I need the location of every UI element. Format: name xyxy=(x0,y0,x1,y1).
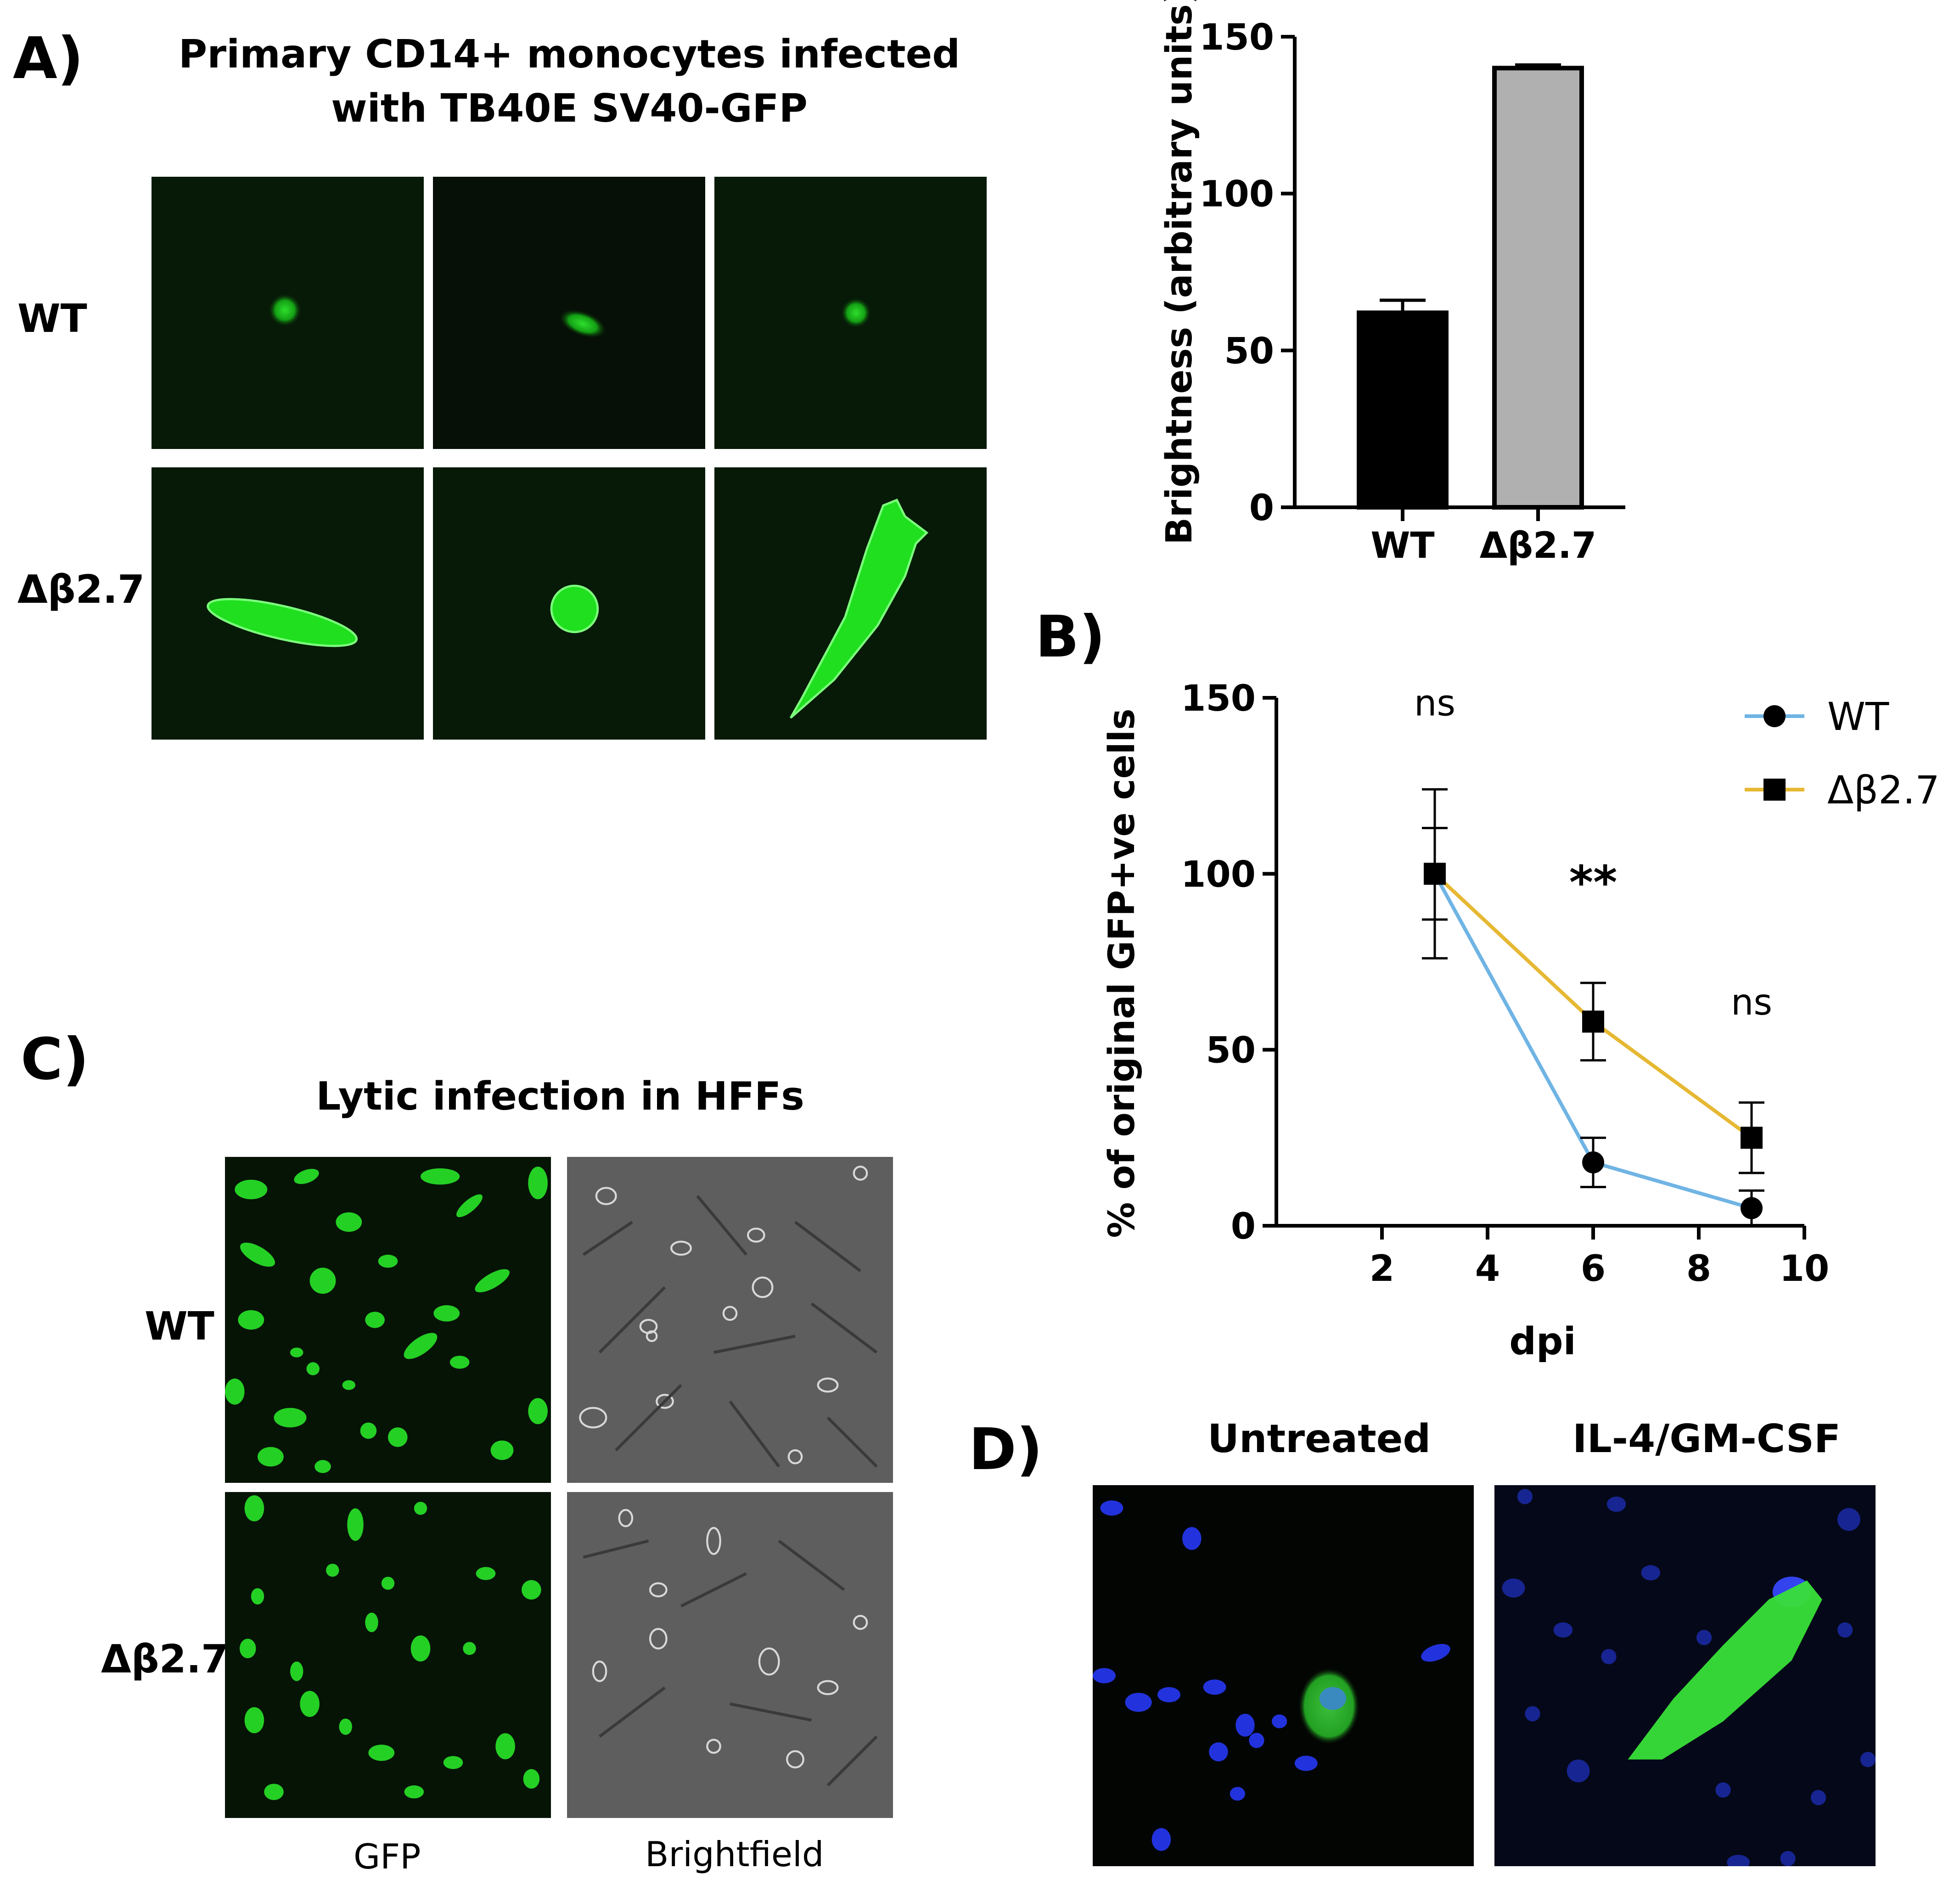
panel-b-label: B) xyxy=(1035,604,1106,670)
panel-a-title-line2: with TB40E SV40-GFP xyxy=(331,86,808,131)
panel-c-col-brightfield-label: Brightfield xyxy=(645,1834,824,1874)
micrograph-a-wt-1 xyxy=(152,177,424,449)
panel-a-row-mut-label: Δβ2.7 xyxy=(17,567,145,612)
micrograph-c-mut-brightfield xyxy=(567,1492,893,1818)
line-x-tick-label: 10 xyxy=(1780,1248,1830,1290)
bar-y-tick-label: 100 xyxy=(1199,174,1274,215)
bar-category-label: Δβ2.7 xyxy=(1480,525,1596,567)
legend-marker-mut xyxy=(1763,779,1786,801)
line-significance-annotation: ns xyxy=(1731,982,1772,1023)
panel-c-row-wt-label: WT xyxy=(145,1304,214,1349)
panel-a-row-wt-label: WT xyxy=(17,296,87,342)
line-chart-plot: 0 50 100 150 2 4 6 8 10 ns ** ns WT Δβ2.7 xyxy=(1181,678,1940,1290)
line-point-mut xyxy=(1582,1010,1604,1033)
legend-label-wt: WT xyxy=(1827,694,1889,739)
micrograph-a-mut-3 xyxy=(714,467,987,740)
line-significance-annotation: ** xyxy=(1569,856,1617,909)
line-x-tick-label: 2 xyxy=(1370,1248,1394,1290)
panel-c-col-gfp-label: GFP xyxy=(354,1836,421,1877)
micrograph-c-wt-gfp xyxy=(225,1157,551,1483)
panel-d-col-untreated-label: Untreated xyxy=(1207,1416,1431,1462)
micrograph-d-untreated xyxy=(1093,1485,1474,1866)
legend-label-mut: Δβ2.7 xyxy=(1827,768,1940,813)
bar-y-tick-label: 50 xyxy=(1224,331,1274,372)
bar-mut xyxy=(1492,66,1584,510)
line-point-mut xyxy=(1741,1127,1763,1149)
line-chart-ylabel: % of original GFP+ve cells xyxy=(1101,708,1143,1238)
panel-c-title: Lytic infection in HFFs xyxy=(316,1074,804,1119)
line-x-tick-label: 4 xyxy=(1475,1248,1500,1290)
micrograph-c-wt-brightfield xyxy=(567,1157,893,1483)
survival-line-chart: 0 50 100 150 2 4 6 8 10 ns ** ns WT Δβ2.7 % of origin… xyxy=(1101,678,1940,1363)
line-y-tick-label: 0 xyxy=(1231,1206,1256,1247)
panel-c-row-mut-label: Δβ2.7 xyxy=(101,1637,229,1682)
panel-a-title-line1: Primary CD14+ monocytes infected xyxy=(178,32,960,77)
panel-a-title: Primary CD14+ monocytes infected with TB… xyxy=(152,28,987,136)
line-point-wt xyxy=(1741,1197,1763,1219)
line-x-tick-label: 6 xyxy=(1581,1248,1606,1290)
legend-marker-wt xyxy=(1763,705,1786,727)
line-chart-xlabel: dpi xyxy=(1509,1320,1576,1363)
line-y-tick-label: 100 xyxy=(1181,854,1256,895)
panel-d-label: D) xyxy=(969,1416,1043,1483)
line-point-mut xyxy=(1424,863,1446,885)
brightness-bar-chart: 0 50 100 150 WT Δβ2.7 Brightness (arbitrary u… xyxy=(1159,0,1625,567)
bar-wt xyxy=(1357,310,1449,510)
micrograph-a-wt-2 xyxy=(433,177,705,449)
micrograph-a-mut-1 xyxy=(152,467,424,740)
micrograph-a-wt-3 xyxy=(714,177,987,449)
line-y-tick-label: 150 xyxy=(1181,678,1256,719)
line-significance-annotation: ns xyxy=(1414,683,1455,724)
bar-category-label: WT xyxy=(1370,525,1434,567)
panel-a-label: A) xyxy=(13,25,84,92)
micrograph-a-mut-2 xyxy=(433,467,705,740)
bar-y-tick-label: 150 xyxy=(1199,17,1274,58)
line-point-wt xyxy=(1582,1151,1604,1173)
line-y-tick-label: 50 xyxy=(1206,1030,1256,1072)
line-x-tick-label: 8 xyxy=(1686,1248,1711,1290)
panel-d-col-treated-label: IL-4/GM-CSF xyxy=(1572,1416,1841,1462)
panel-c-label: C) xyxy=(21,1026,89,1093)
bar-chart-ylabel: Brightness (arbitrary units) xyxy=(1159,0,1200,545)
micrograph-c-mut-gfp xyxy=(225,1492,551,1818)
micrograph-d-treated xyxy=(1494,1485,1876,1866)
bar-y-tick-label: 0 xyxy=(1249,488,1274,529)
bar-chart-plot: 0 50 100 150 WT Δβ2.7 xyxy=(1199,17,1625,567)
